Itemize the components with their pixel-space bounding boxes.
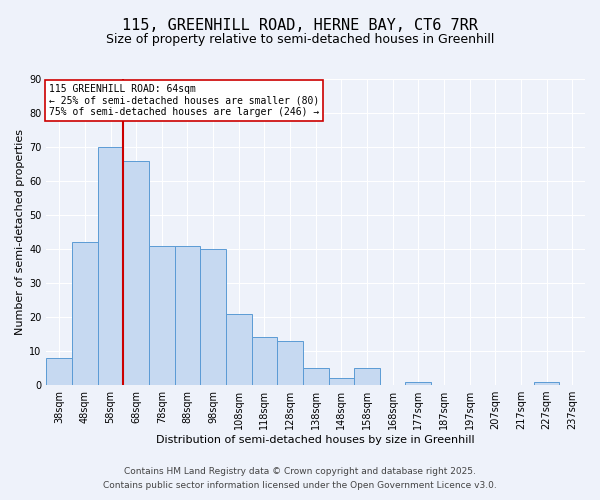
Text: Size of property relative to semi-detached houses in Greenhill: Size of property relative to semi-detach… <box>106 32 494 46</box>
Bar <box>226 314 251 385</box>
Text: Contains public sector information licensed under the Open Government Licence v3: Contains public sector information licen… <box>103 481 497 490</box>
Bar <box>175 246 200 385</box>
Bar <box>124 160 149 385</box>
Bar <box>329 378 354 385</box>
Bar <box>406 382 431 385</box>
Y-axis label: Number of semi-detached properties: Number of semi-detached properties <box>15 129 25 335</box>
Bar <box>200 249 226 385</box>
Bar <box>251 338 277 385</box>
Bar <box>534 382 559 385</box>
Text: 115 GREENHILL ROAD: 64sqm
← 25% of semi-detached houses are smaller (80)
75% of : 115 GREENHILL ROAD: 64sqm ← 25% of semi-… <box>49 84 319 117</box>
Bar <box>303 368 329 385</box>
Bar <box>277 341 303 385</box>
Text: Contains HM Land Registry data © Crown copyright and database right 2025.: Contains HM Land Registry data © Crown c… <box>124 467 476 476</box>
Bar <box>72 242 98 385</box>
Bar <box>98 147 124 385</box>
Title: 115, GREENHILL ROAD, HERNE BAY, CT6 7RR
Size of property relative to semi-detach: 115, GREENHILL ROAD, HERNE BAY, CT6 7RR … <box>0 499 1 500</box>
X-axis label: Distribution of semi-detached houses by size in Greenhill: Distribution of semi-detached houses by … <box>157 435 475 445</box>
Bar <box>149 246 175 385</box>
Text: 115, GREENHILL ROAD, HERNE BAY, CT6 7RR: 115, GREENHILL ROAD, HERNE BAY, CT6 7RR <box>122 18 478 32</box>
Bar <box>46 358 72 385</box>
Bar <box>354 368 380 385</box>
